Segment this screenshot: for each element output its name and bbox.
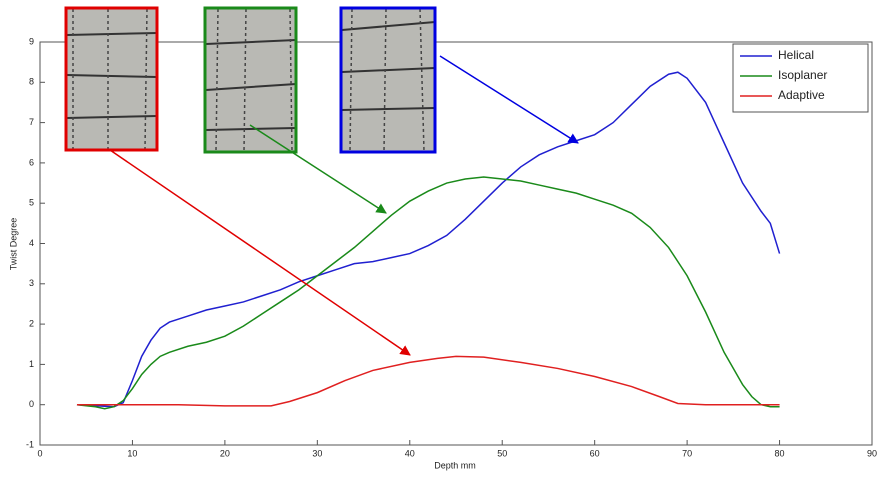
y-axis-label: Twist Degree <box>8 218 18 271</box>
series-line <box>77 177 780 409</box>
series-line <box>77 356 780 406</box>
x-tick-label: 40 <box>405 448 415 458</box>
legend-label: Isoplaner <box>778 68 827 82</box>
y-tick-label: 0 <box>29 399 34 409</box>
x-tick-label: 70 <box>682 448 692 458</box>
x-tick-label: 20 <box>220 448 230 458</box>
x-tick-label: 60 <box>590 448 600 458</box>
y-tick-label: 7 <box>29 117 34 127</box>
x-tick-label: 30 <box>312 448 322 458</box>
y-tick-label: 4 <box>29 238 34 248</box>
x-tick-label: 0 <box>37 448 42 458</box>
y-tick-label: 8 <box>29 77 34 87</box>
y-tick-label: 9 <box>29 36 34 46</box>
arrow <box>110 150 410 355</box>
y-tick-label: 1 <box>29 359 34 369</box>
arrow <box>440 56 578 143</box>
legend-label: Adaptive <box>778 88 825 102</box>
legend-label: Helical <box>778 48 814 62</box>
photo <box>67 9 157 149</box>
x-tick-label: 80 <box>775 448 785 458</box>
photo <box>342 9 435 151</box>
chart: Depth mm Twist Degree 010203040506070809… <box>0 0 884 479</box>
y-tick-label: 5 <box>29 198 34 208</box>
y-tick-label: 2 <box>29 318 34 328</box>
x-axis-label: Depth mm <box>434 460 476 470</box>
y-tick-label: 3 <box>29 278 34 288</box>
inset-photos <box>66 8 435 152</box>
x-tick-label: 10 <box>127 448 137 458</box>
legend: Helical Isoplaner Adaptive <box>733 44 868 112</box>
x-tick-label: 50 <box>497 448 507 458</box>
y-tick-label: 6 <box>29 157 34 167</box>
y-tick-label: -1 <box>26 439 34 449</box>
x-tick-label: 90 <box>867 448 877 458</box>
